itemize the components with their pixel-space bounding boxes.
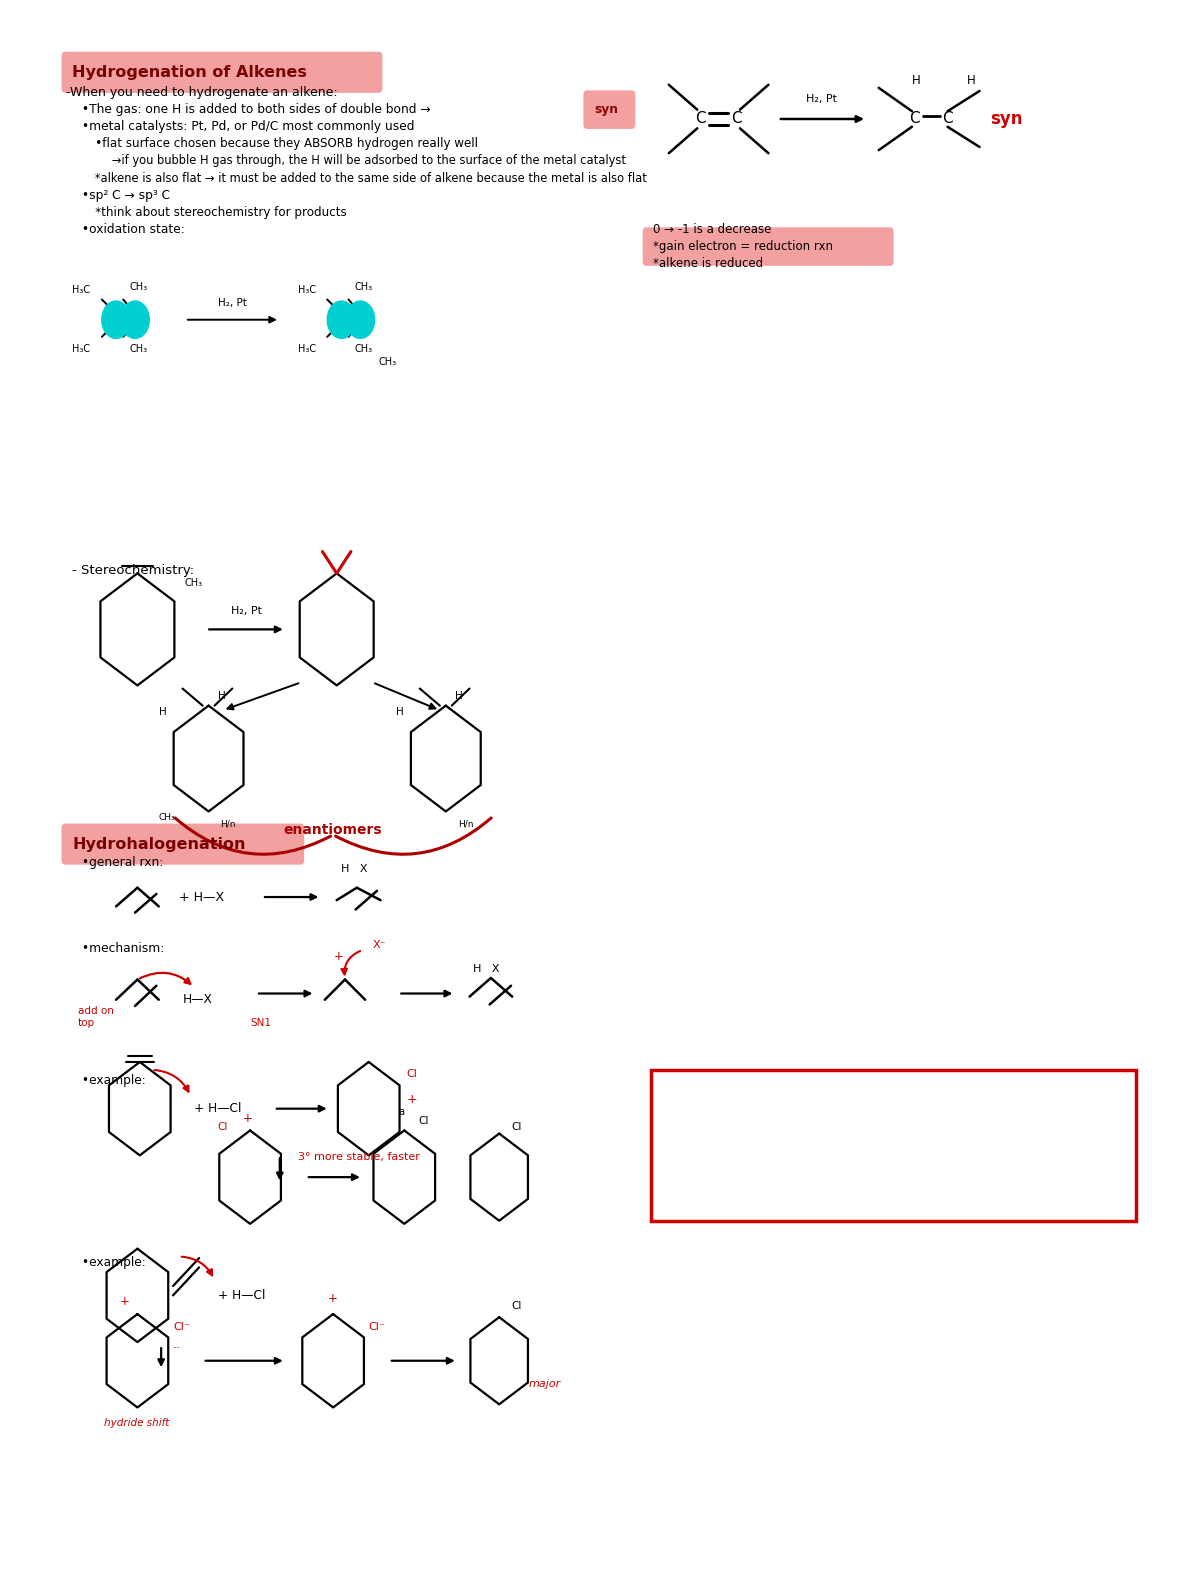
Text: syn: syn [594, 104, 618, 116]
Text: +: + [334, 950, 344, 962]
Text: syn: syn [990, 110, 1024, 129]
Text: *gain electron = reduction rxn: *gain electron = reduction rxn [653, 240, 833, 253]
Text: •metal catalysts: Pt, Pd, or Pd/C most commonly used: •metal catalysts: Pt, Pd, or Pd/C most c… [78, 121, 415, 133]
Text: + H—Cl: + H—Cl [194, 1102, 241, 1115]
Text: Cl⁻: Cl⁻ [173, 1322, 190, 1331]
Text: •general rxn:: •general rxn: [78, 856, 163, 870]
Text: →if you bubble H gas through, the H will be adsorbed to the surface of the metal: →if you bubble H gas through, the H will… [90, 154, 626, 168]
Text: a: a [398, 1107, 404, 1116]
Text: CH₃: CH₃ [158, 813, 175, 823]
Text: X⁻: X⁻ [372, 940, 385, 950]
Text: top: top [78, 1017, 95, 1028]
FancyBboxPatch shape [61, 824, 304, 865]
Text: H: H [912, 74, 922, 86]
FancyBboxPatch shape [61, 52, 383, 93]
Text: H: H [218, 691, 226, 702]
Circle shape [346, 301, 374, 339]
Text: *alkene is reduced: *alkene is reduced [653, 257, 763, 270]
Circle shape [121, 301, 149, 339]
Circle shape [102, 301, 131, 339]
Text: 0 → -1 is a decrease: 0 → -1 is a decrease [653, 223, 772, 235]
Text: H₃C: H₃C [72, 286, 90, 295]
Text: H₂, Pt: H₂, Pt [806, 94, 838, 104]
Text: - Stereochemistry:: - Stereochemistry: [72, 564, 194, 576]
FancyBboxPatch shape [652, 1069, 1136, 1221]
Text: Hydrogenation of Alkenes: Hydrogenation of Alkenes [72, 64, 307, 80]
Text: Hydrohalogenation: Hydrohalogenation [72, 837, 246, 851]
Text: +: + [242, 1112, 253, 1124]
Text: H: H [158, 706, 167, 717]
Text: Cl: Cl [407, 1069, 418, 1080]
Text: Hydrogen adds to more substituted: Hydrogen adds to more substituted [671, 1119, 876, 1132]
Text: carbon (3°>2°>1°). This C⁺: carbon (3°>2°>1°). This C⁺ [671, 1151, 832, 1163]
Text: +: + [120, 1295, 130, 1308]
Text: SN1: SN1 [250, 1017, 271, 1028]
Text: Cl: Cl [217, 1123, 227, 1132]
Text: C: C [910, 111, 919, 127]
Text: H—X: H—X [182, 994, 212, 1006]
FancyBboxPatch shape [643, 228, 894, 265]
Text: H₂, Pt: H₂, Pt [218, 298, 247, 308]
Text: H/n: H/n [457, 820, 473, 829]
Text: CH₃: CH₃ [130, 283, 148, 292]
Text: C: C [731, 111, 742, 127]
Text: H₂, Pt: H₂, Pt [232, 606, 262, 615]
Text: •oxidation state:: •oxidation state: [78, 223, 185, 235]
Text: + H—Cl: + H—Cl [218, 1289, 265, 1302]
Text: Cl⁻: Cl⁻ [368, 1322, 385, 1331]
FancyBboxPatch shape [664, 1075, 871, 1115]
Text: *alkene is also flat → it must be added to the same side of alkene because the m: *alkene is also flat → it must be added … [84, 171, 647, 185]
Text: *think about stereochemistry for products: *think about stereochemistry for product… [84, 206, 347, 218]
Text: H/n: H/n [221, 820, 236, 829]
Text: +: + [328, 1292, 338, 1305]
Text: H   X: H X [342, 864, 368, 874]
Text: •example:: •example: [78, 1256, 146, 1269]
Text: H₃C: H₃C [72, 344, 90, 355]
Text: Cl: Cl [419, 1116, 428, 1126]
Text: hydride shift: hydride shift [104, 1418, 169, 1429]
Text: ··: ·· [173, 1342, 181, 1355]
Text: C: C [696, 111, 706, 127]
Text: CH₃: CH₃ [354, 283, 372, 292]
Text: CH₃: CH₃ [354, 344, 372, 355]
Text: + H—X: + H—X [179, 890, 224, 904]
Text: +: + [407, 1093, 418, 1105]
Text: Markovnikov's Rule: Markovnikov's Rule [674, 1088, 821, 1101]
Text: -When you need to hydrogenate an alkene:: -When you need to hydrogenate an alkene: [66, 86, 338, 99]
Text: H: H [455, 691, 463, 702]
Text: CH₃: CH₃ [185, 578, 203, 587]
Text: •mechanism:: •mechanism: [78, 942, 164, 955]
Text: H₃C: H₃C [298, 286, 316, 295]
Text: enantiomers: enantiomers [284, 823, 383, 837]
Text: •The gas: one H is added to both sides of double bond →: •The gas: one H is added to both sides o… [78, 104, 431, 116]
Text: 3° more stable, faster: 3° more stable, faster [298, 1152, 420, 1162]
Text: •example:: •example: [78, 1074, 146, 1086]
FancyBboxPatch shape [583, 91, 635, 129]
Text: is most stable: is most stable [671, 1182, 751, 1195]
Text: H: H [396, 706, 403, 717]
Text: •flat surface chosen because they ABSORB hydrogen really well: •flat surface chosen because they ABSORB… [84, 138, 478, 151]
Text: major: major [529, 1378, 562, 1389]
Text: •sp² C → sp³ C: •sp² C → sp³ C [78, 188, 170, 201]
Text: Cl: Cl [511, 1123, 522, 1132]
Text: CH₃: CH₃ [378, 356, 396, 367]
Text: CH₃: CH₃ [130, 344, 148, 355]
Text: H: H [967, 74, 976, 86]
Text: Cl: Cl [511, 1302, 522, 1311]
Circle shape [328, 301, 355, 339]
Text: H₃C: H₃C [298, 344, 316, 355]
Text: C: C [942, 111, 953, 127]
Text: add on: add on [78, 1006, 114, 1016]
Text: H   X: H X [473, 964, 499, 973]
